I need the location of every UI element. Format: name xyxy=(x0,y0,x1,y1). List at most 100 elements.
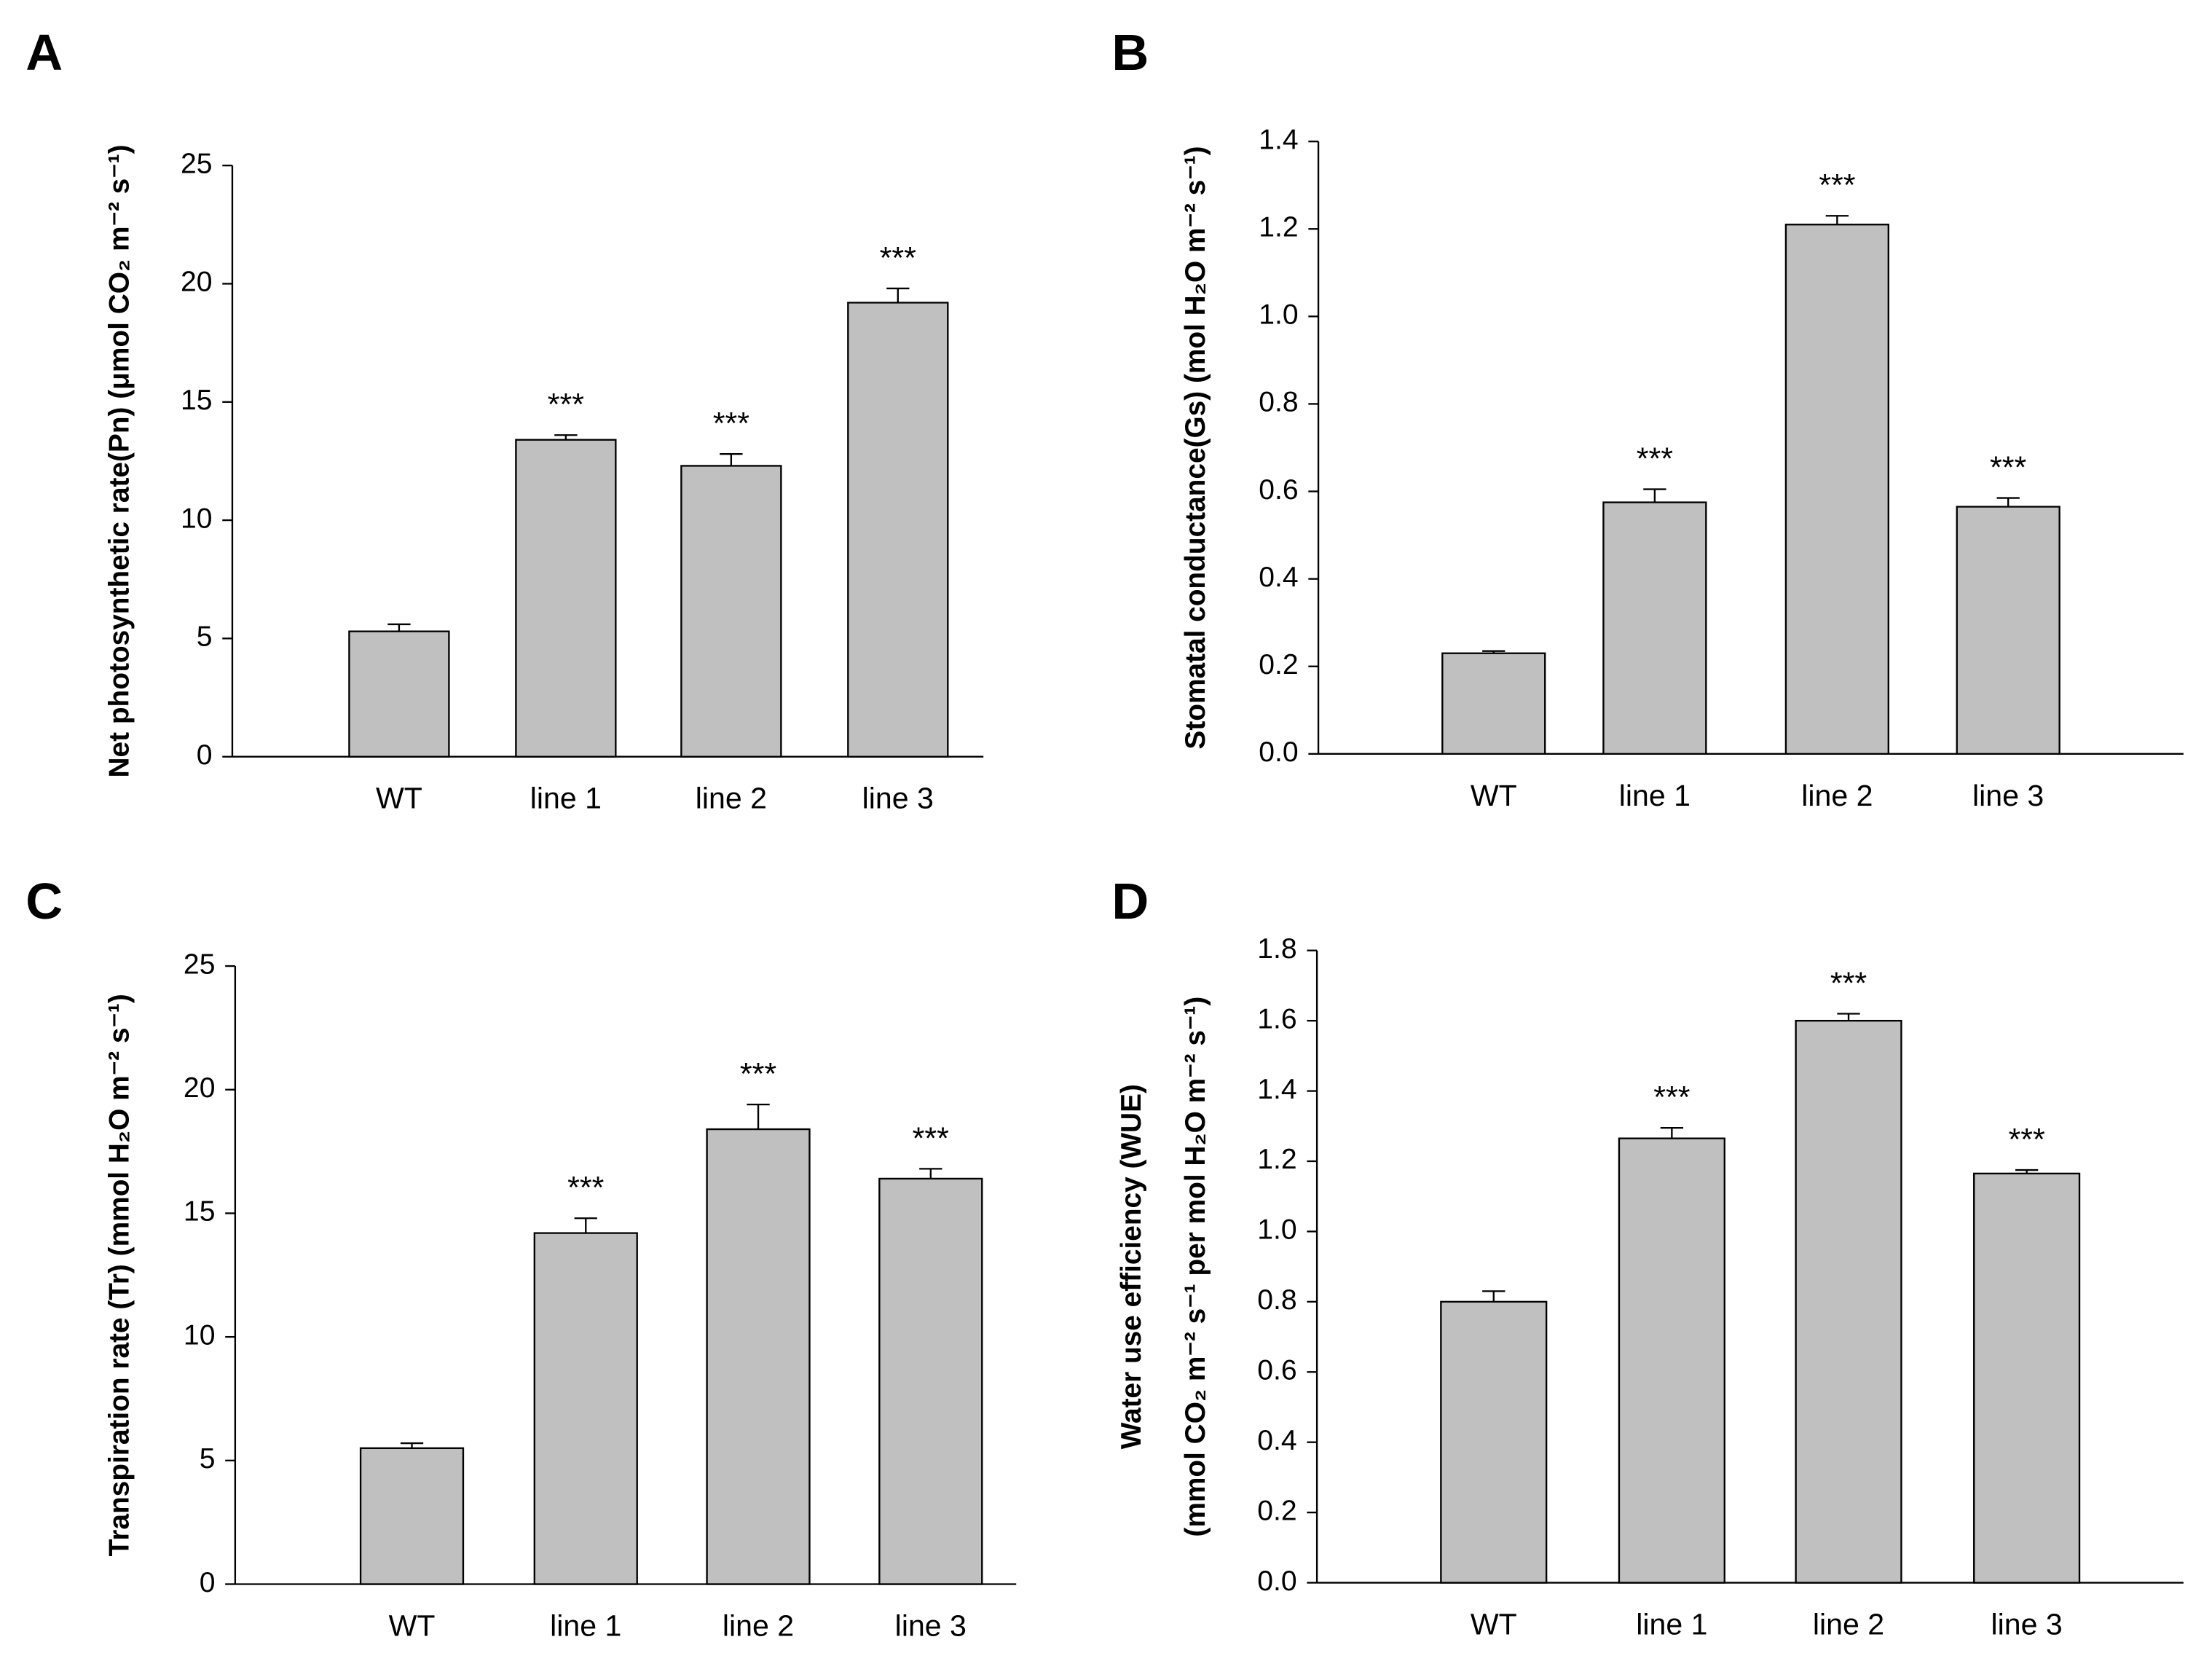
x-tick-label: line 1 xyxy=(1619,779,1691,812)
bar xyxy=(680,465,782,758)
bar xyxy=(348,630,450,758)
y-tick-label: 0.2 xyxy=(1257,1496,1296,1527)
x-tick-label: WT xyxy=(376,782,422,815)
y-tick-label: 20 xyxy=(184,1072,216,1104)
y-tick-label: 0.0 xyxy=(1259,737,1298,768)
error-bar xyxy=(720,453,743,466)
bar xyxy=(1784,224,1889,755)
bar xyxy=(878,1177,983,1585)
y-tick-label: 0.6 xyxy=(1257,1355,1296,1386)
x-tick-label: WT xyxy=(389,1609,436,1643)
x-tick-label: line 1 xyxy=(550,1609,621,1643)
error-bar xyxy=(886,287,910,303)
bar xyxy=(1440,1300,1548,1584)
error-bar xyxy=(919,1168,942,1179)
x-tick-label: line 2 xyxy=(696,782,767,815)
error-bar xyxy=(554,434,578,440)
y-tick-label: 15 xyxy=(181,385,213,416)
y-tick-label: 15 xyxy=(184,1196,216,1228)
y-tick-label: 25 xyxy=(184,949,216,980)
x-tick-label: line 3 xyxy=(895,1609,967,1643)
x-tick-label: WT xyxy=(1471,1608,1517,1641)
y-axis-label: Transpiration rate (Tr) (mmol H₂O m⁻² s⁻… xyxy=(104,994,135,1556)
error-bar xyxy=(1643,488,1666,503)
y-tick-label: 1.2 xyxy=(1257,1144,1296,1175)
x-tick-label: line 1 xyxy=(530,782,602,815)
significance-label: *** xyxy=(880,241,917,276)
significance-label: *** xyxy=(1830,966,1867,1001)
bar xyxy=(359,1447,465,1585)
bar xyxy=(847,302,949,758)
bar xyxy=(706,1128,811,1585)
y-tick-label: 1.2 xyxy=(1259,212,1298,243)
x-tick-label: line 3 xyxy=(862,782,934,815)
error-bar xyxy=(2015,1169,2039,1174)
significance-label: *** xyxy=(1990,450,2027,485)
bar xyxy=(515,439,617,758)
y-tick-label: 20 xyxy=(181,267,213,298)
y-tick-label: 1.0 xyxy=(1257,1214,1296,1246)
significance-label: *** xyxy=(548,388,585,423)
error-bar xyxy=(387,623,411,632)
y-tick-label: 1.4 xyxy=(1259,125,1298,156)
x-tick-label: line 1 xyxy=(1636,1608,1707,1641)
error-bar xyxy=(1482,1290,1506,1302)
y-tick-label: 1.4 xyxy=(1257,1074,1296,1105)
error-bar xyxy=(1996,497,2020,507)
y-tick-label: 0.4 xyxy=(1259,562,1298,593)
error-bar xyxy=(1837,1013,1860,1021)
significance-label: *** xyxy=(567,1171,605,1206)
y-tick-label: 0.2 xyxy=(1259,649,1298,680)
bar xyxy=(1441,652,1546,755)
y-tick-label: 5 xyxy=(197,621,213,653)
y-axis-label: Water use efficiency (WUE) xyxy=(1116,1084,1147,1449)
bar xyxy=(1618,1137,1725,1584)
y-tick-label: 1.6 xyxy=(1257,1004,1296,1035)
y-axis-label: Stomatal conductance(Gs) (mol H₂O m⁻² s⁻… xyxy=(1180,146,1211,749)
significance-label: *** xyxy=(1637,441,1674,476)
panel-label: D xyxy=(1111,872,1149,930)
error-bar xyxy=(400,1442,424,1448)
y-tick-label: 0.8 xyxy=(1259,387,1298,418)
error-bar xyxy=(1482,650,1506,653)
bar xyxy=(1602,501,1707,755)
y-tick-label: 10 xyxy=(184,1320,216,1351)
y-tick-label: 0.0 xyxy=(1257,1566,1296,1597)
significance-label: *** xyxy=(1819,168,1856,203)
y-tick-label: 1.0 xyxy=(1259,299,1298,331)
y-tick-label: 0.4 xyxy=(1257,1425,1296,1456)
x-tick-label: line 2 xyxy=(723,1609,794,1643)
y-axis-label: Net photosynthetic rate(Pn) (μmol CO₂ m⁻… xyxy=(104,144,135,777)
panel-label: A xyxy=(25,23,63,81)
significance-label: *** xyxy=(713,407,750,441)
y-tick-label: 10 xyxy=(181,503,213,534)
y-tick-label: 0 xyxy=(200,1567,216,1598)
significance-label: *** xyxy=(2008,1123,2045,1158)
bar xyxy=(533,1232,638,1585)
y-tick-label: 0.8 xyxy=(1257,1284,1296,1316)
panel-label: C xyxy=(25,872,63,930)
x-tick-label: line 2 xyxy=(1801,779,1873,812)
x-tick-label: WT xyxy=(1471,779,1517,812)
y-tick-label: 0 xyxy=(197,739,213,771)
error-bar xyxy=(1825,215,1849,225)
significance-label: *** xyxy=(740,1057,777,1092)
bar xyxy=(1956,506,2061,755)
x-tick-label: line 2 xyxy=(1813,1608,1884,1641)
error-bar xyxy=(574,1217,597,1233)
significance-label: *** xyxy=(913,1121,950,1156)
panel-label: B xyxy=(1111,23,1149,81)
x-tick-label: line 3 xyxy=(1972,779,2044,812)
error-bar xyxy=(747,1103,770,1130)
y-tick-label: 0.6 xyxy=(1259,474,1298,506)
y-tick-label: 5 xyxy=(200,1443,216,1474)
significance-label: *** xyxy=(1653,1080,1691,1115)
error-bar xyxy=(1660,1127,1684,1139)
y-tick-label: 25 xyxy=(181,149,213,180)
x-tick-label: line 3 xyxy=(1991,1608,2062,1641)
bar xyxy=(1973,1172,2081,1584)
bar xyxy=(1795,1019,1902,1584)
y-tick-label: 1.8 xyxy=(1257,933,1296,965)
